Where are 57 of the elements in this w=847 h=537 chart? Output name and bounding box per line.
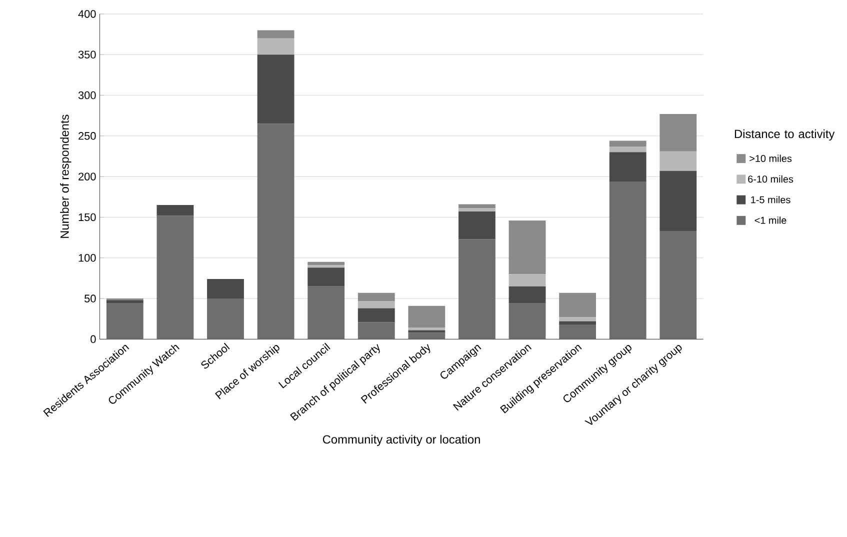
- bar: [156, 205, 194, 216]
- bar: [508, 304, 546, 340]
- y-tick-label: 0: [90, 335, 96, 344]
- bar: [106, 300, 144, 304]
- bar: [308, 265, 345, 268]
- bar: [508, 220, 546, 274]
- bar: [106, 304, 144, 340]
- bar: [408, 306, 446, 328]
- bar: [358, 322, 395, 340]
- y-tick-label: 50: [84, 294, 96, 303]
- legend-label: 1-5 miles: [751, 196, 790, 204]
- bar: [458, 208, 496, 212]
- bar: [458, 204, 496, 208]
- x-axis-title: Community activity or location: [322, 435, 480, 446]
- bar: [308, 286, 345, 340]
- y-tick-label: 150: [78, 214, 96, 222]
- bar: [660, 171, 697, 232]
- bar: [559, 321, 596, 325]
- y-tick-label: 200: [78, 172, 96, 181]
- bar: [458, 239, 496, 340]
- bar: [559, 317, 596, 322]
- bar: [308, 262, 345, 266]
- bar: [660, 114, 697, 152]
- y-tick-label: 300: [78, 92, 96, 100]
- bar: [660, 231, 697, 340]
- bar: [508, 274, 546, 286]
- y-tick-label: 100: [78, 254, 96, 262]
- bar: [257, 54, 294, 124]
- bar: [207, 298, 244, 340]
- legend-title: Distance to activity: [734, 130, 835, 141]
- bar: [408, 332, 446, 340]
- bar: [559, 292, 596, 318]
- legend-label: <1 mile: [754, 216, 786, 224]
- y-tick-label: 350: [78, 50, 96, 59]
- bar: [609, 146, 646, 152]
- bar: [358, 292, 395, 302]
- bar: [257, 30, 294, 39]
- y-tick-label: 400: [78, 10, 96, 18]
- bar: [508, 286, 546, 304]
- bar: [358, 301, 395, 308]
- bar: [408, 330, 446, 333]
- bar: [458, 212, 496, 240]
- bar: [257, 38, 294, 55]
- bar: [609, 140, 646, 147]
- bar: [207, 279, 244, 299]
- bar: [308, 268, 345, 286]
- bar: [609, 152, 646, 182]
- bar: [609, 182, 646, 340]
- bar: [559, 324, 596, 340]
- y-tick-label: 250: [78, 132, 96, 140]
- legend-label: 6-10 miles: [748, 176, 794, 183]
- bar: [156, 216, 194, 340]
- bar: [257, 124, 294, 340]
- bar: [358, 308, 395, 322]
- y-axis-title: Number of respondents: [60, 114, 72, 238]
- bar: [660, 152, 697, 172]
- legend-label: >10 miles: [750, 154, 792, 162]
